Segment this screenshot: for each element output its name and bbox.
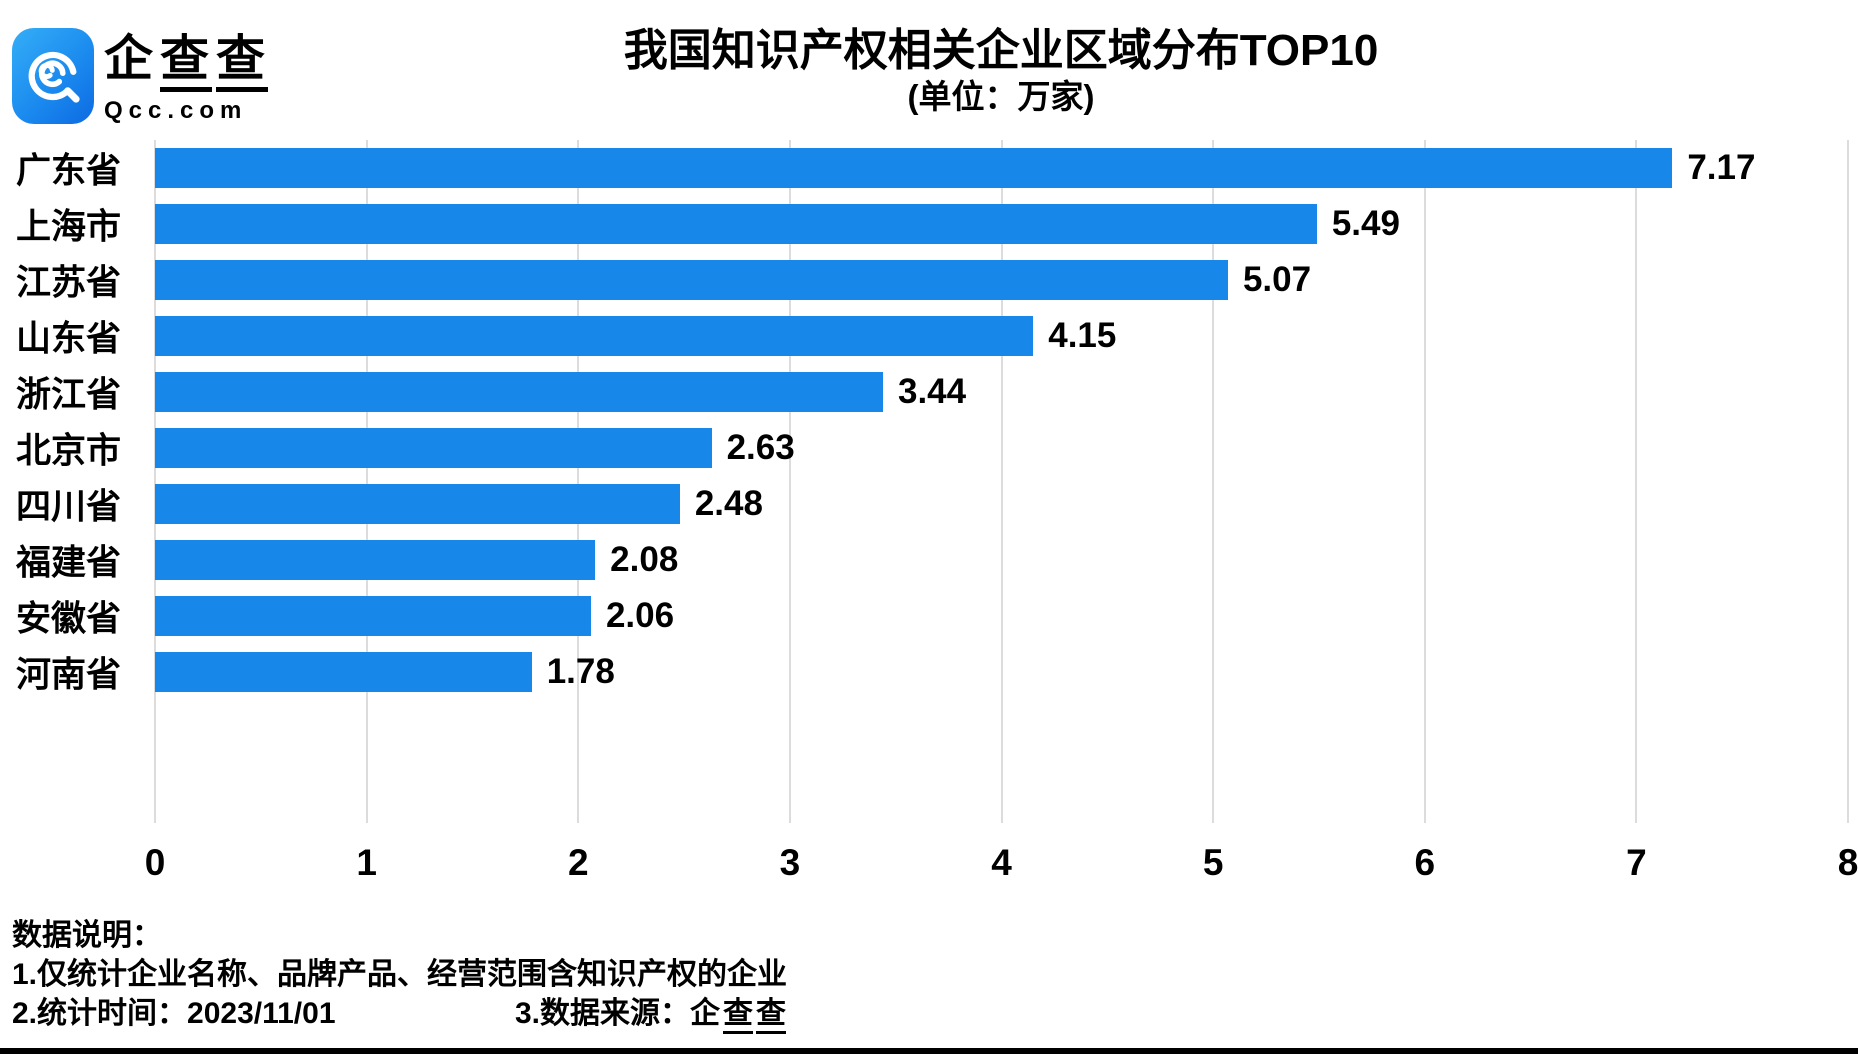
brand-domain: Qcc.com xyxy=(104,97,248,124)
brand-char-1: 企 xyxy=(104,32,157,86)
qcc-logo xyxy=(12,28,94,124)
x-tick-label-0: 0 xyxy=(144,842,166,883)
gridline-x-5 xyxy=(1212,140,1215,823)
bar xyxy=(155,372,883,412)
bar xyxy=(155,540,596,580)
category-label: 江苏省 xyxy=(16,263,122,303)
gridline-x-1 xyxy=(365,140,368,823)
footer-heading: 数据说明： xyxy=(12,919,162,952)
gridline-x-0 xyxy=(154,140,156,823)
x-tick-label-8: 8 xyxy=(1837,842,1858,883)
value-label: 2.48 xyxy=(694,484,763,523)
x-tick-label-4: 4 xyxy=(991,842,1012,883)
bar xyxy=(155,204,1317,244)
value-label: 2.63 xyxy=(726,428,795,467)
bottom-border xyxy=(0,1048,1858,1054)
value-label: 7.17 xyxy=(1687,148,1756,187)
category-label: 安徽省 xyxy=(16,599,122,639)
x-axis: 0 1 2 3 4 5 6 7 8 xyxy=(145,842,1858,892)
bar xyxy=(155,148,1673,188)
chart-unit-subtitle: (单位：万家) xyxy=(907,78,1095,115)
bar-row-5: 浙江省 3.44 xyxy=(16,372,1848,415)
brand-block: 企查查 Qcc.com xyxy=(104,30,364,125)
category-label: 上海市 xyxy=(16,207,122,247)
bar xyxy=(155,428,712,468)
category-label: 山东省 xyxy=(16,319,122,359)
gridline-x-4 xyxy=(1000,140,1003,823)
category-label: 福建省 xyxy=(16,543,122,583)
bar xyxy=(155,596,591,636)
footer-note-2: 2.统计时间：2023/11/01 xyxy=(12,997,336,1030)
bar-row-8: 福建省 2.08 xyxy=(16,540,1848,583)
brand-name: 企查查 xyxy=(104,30,364,92)
footer-note-1: 1.仅统计企业名称、品牌产品、经营范围含知识产权的企业 xyxy=(12,958,788,991)
gridline-x-8 xyxy=(1847,140,1849,823)
bar-row-4: 山东省 4.15 xyxy=(16,316,1848,359)
footer-note-3: 3.数据来源：企查查 xyxy=(515,997,787,1034)
x-tick-label-6: 6 xyxy=(1414,842,1436,883)
bar xyxy=(155,484,680,524)
bar-row-2: 上海市 5.49 xyxy=(16,204,1848,247)
bar-row-3: 江苏省 5.07 xyxy=(16,260,1848,303)
value-label: 4.15 xyxy=(1048,316,1117,355)
value-label: 5.07 xyxy=(1242,260,1312,299)
value-label: 5.49 xyxy=(1331,204,1400,243)
gridline-x-3 xyxy=(788,140,791,823)
value-label: 3.44 xyxy=(897,372,967,411)
footer-note-3-label: 3.数据来源： xyxy=(515,997,691,1030)
bar-row-1: 广东省 7.17 xyxy=(16,148,1848,191)
bar-row-9: 安徽省 2.06 xyxy=(16,596,1848,639)
bar xyxy=(155,260,1228,300)
gridline-x-7 xyxy=(1635,140,1638,823)
category-label: 四川省 xyxy=(16,487,122,527)
footer-note-row: 2.统计时间：2023/11/01 3.数据来源：企查查 xyxy=(12,994,787,1034)
x-tick-label-3: 3 xyxy=(779,842,801,883)
bar xyxy=(155,652,532,692)
brand-char-2: 查 xyxy=(160,32,213,92)
bar-row-6: 北京市 2.63 xyxy=(16,428,1848,471)
brand-char-3: 查 xyxy=(216,32,269,92)
footer-note-3-brand-char-1: 企 xyxy=(690,997,721,1030)
footer-notes: 数据说明： 1.仅统计企业名称、品牌产品、经营范围含知识产权的企业 2.统计时间… xyxy=(12,916,788,1034)
category-label: 北京市 xyxy=(16,431,122,471)
value-label: 2.06 xyxy=(605,596,675,635)
x-tick-label-1: 1 xyxy=(356,842,377,883)
gridline-x-2 xyxy=(577,140,580,823)
value-label: 1.78 xyxy=(546,652,615,691)
category-label: 广东省 xyxy=(16,151,122,191)
plot-area: 广东省 7.17 上海市 5.49 江苏省 5.07 山东省 4.15 浙江省 3.44 北京市 2.… xyxy=(16,140,1849,823)
category-label: 河南省 xyxy=(16,655,122,695)
category-label: 浙江省 xyxy=(16,375,122,415)
x-tick-label-7: 7 xyxy=(1626,842,1647,883)
x-tick-label-2: 2 xyxy=(567,842,589,883)
footer-note-3-brand-char-2: 查 xyxy=(723,997,754,1034)
value-label: 2.08 xyxy=(610,540,679,579)
x-tick-label-5: 5 xyxy=(1202,842,1224,883)
bar-row-10: 河南省 1.78 xyxy=(16,652,1848,695)
gridline-x-6 xyxy=(1423,140,1426,823)
chart-title: 我国知识产权相关企业区域分布TOP10 xyxy=(623,26,1379,75)
qcc-spiral-icon xyxy=(28,51,80,103)
bar-row-7: 四川省 2.48 xyxy=(16,484,1848,527)
bar xyxy=(155,316,1034,356)
footer-note-3-brand-char-3: 查 xyxy=(756,997,787,1034)
